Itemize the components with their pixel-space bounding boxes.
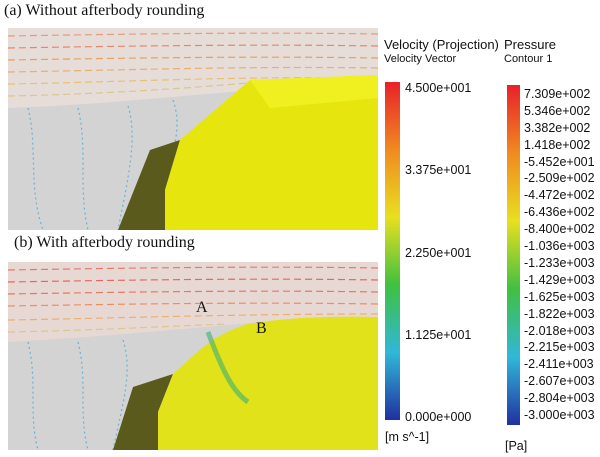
legend-label: -1.625e+003 [524,291,595,304]
legend-label: -2.018e+003 [524,325,595,338]
legend-label: -2.215e+003 [524,341,595,354]
legend-unit: [Pa] [505,440,527,453]
legend-title: Velocity (Projection) [384,37,499,52]
legend-label: 1.125e+001 [405,329,471,342]
legend-label: 5.346e+002 [524,105,590,118]
cfd-image-a [8,28,378,230]
legend-label: -6.436e+002 [524,206,595,219]
point-label: B [256,320,267,337]
legend-label: -2.509e+002 [524,172,595,185]
legend-label: -1.822e+003 [524,308,595,321]
legend-label: 7.309e+002 [524,88,590,101]
legend-label: 0.000e+000 [405,411,471,424]
legend-label: 4.500e+001 [405,82,471,95]
point-label: A [196,299,208,316]
legend-label: 3.375e+001 [405,164,471,177]
velocity-colorbar [385,82,400,420]
legend-label: -1.233e+003 [524,257,595,270]
legend-label: -2.804e+003 [524,392,595,405]
legend-label: -1.036e+003 [524,240,595,253]
legend-subtitle: Contour 1 [504,53,552,65]
legend-subtitle: Velocity Vector [384,53,456,65]
panel-label: (b) With afterbody rounding [14,234,195,252]
panel-label: (a) Without afterbody rounding [4,2,204,20]
cfd-image-b: A B [8,262,378,450]
legend-label: 3.382e+002 [524,122,590,135]
figure: (a) Without afterbody rounding (b) With … [0,0,600,457]
legend-label: -8.400e+002 [524,223,595,236]
legend-label: -2.607e+003 [524,375,595,388]
legend-label: -3.000e+003 [524,409,595,422]
legend-label: 1.418e+002 [524,139,590,152]
legend-label: -2.411e+003 [524,358,594,371]
pressure-colorbar [507,85,520,425]
legend-title: Pressure [504,37,556,52]
legend-label: -4.472e+002 [524,189,595,202]
legend-label: 2.250e+001 [405,247,471,260]
legend-unit: [m s^-1] [385,431,429,444]
legend-label: -5.452e+001 [524,156,595,169]
legend-label: -1.429e+003 [524,274,595,287]
